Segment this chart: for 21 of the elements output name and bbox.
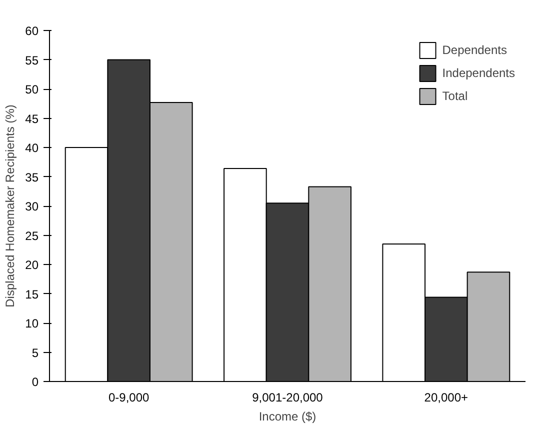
y-axis-title: Displaced Homemaker Recipients (%) <box>3 104 18 308</box>
y-tick-label: 60 <box>25 24 39 38</box>
y-tick-label: 45 <box>25 112 39 126</box>
y-tick-label: 50 <box>25 82 39 96</box>
legend-label: Total <box>442 89 468 103</box>
x-axis-title: Income ($) <box>258 410 316 424</box>
y-tick-label: 0 <box>32 375 39 389</box>
y-tick-label: 40 <box>25 141 39 155</box>
y-tick-label: 55 <box>25 53 39 68</box>
y-tick-label: 25 <box>25 228 39 243</box>
y-tick-label: 5 <box>32 346 39 360</box>
y-tick-label: 20 <box>25 258 39 272</box>
legend-label: Dependents <box>442 43 507 57</box>
x-tick-label: 20,000+ <box>424 390 468 404</box>
y-tick-label: 35 <box>25 170 39 184</box>
y-tick-label: 30 <box>25 200 39 214</box>
legend-label: Independents <box>442 66 515 80</box>
y-tick-label: 10 <box>25 316 39 330</box>
y-tick-label: 15 <box>25 287 39 302</box>
x-tick-label: 9,001-20,000 <box>252 390 324 404</box>
x-tick-label: 0-9,000 <box>108 390 150 404</box>
